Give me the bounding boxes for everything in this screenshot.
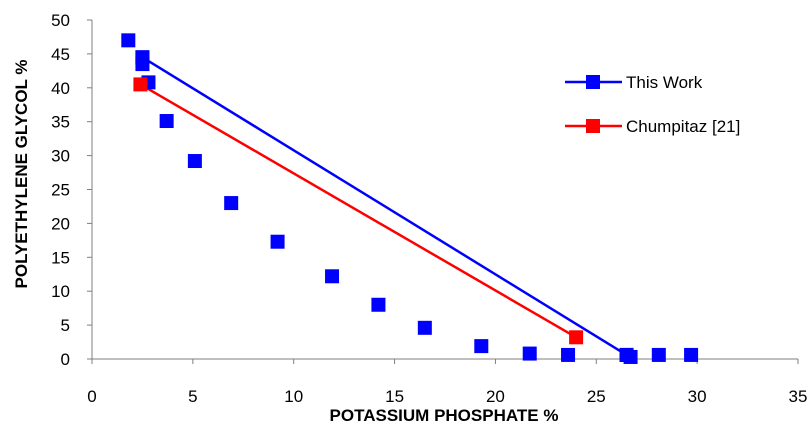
x-axis-title: POTASSIUM PHOSPHATE % bbox=[330, 406, 559, 425]
binodal-point bbox=[187, 154, 202, 169]
tie-lines bbox=[139, 56, 628, 356]
tie-line-chumpitaz bbox=[139, 83, 577, 339]
y-tick-label: 20 bbox=[51, 214, 70, 233]
legend-marker-this-work bbox=[586, 75, 600, 89]
binodal-point bbox=[121, 33, 136, 48]
endpoint-this-work bbox=[135, 50, 150, 65]
x-tick-label: 20 bbox=[486, 387, 505, 406]
axes bbox=[91, 20, 798, 360]
x-tick-label: 35 bbox=[789, 387, 808, 406]
x-tick-label: 5 bbox=[188, 387, 197, 406]
y-tick-label: 5 bbox=[61, 316, 70, 335]
binodal-point bbox=[270, 234, 285, 249]
legend-label-chumpitaz: Chumpitaz [21] bbox=[626, 117, 740, 136]
binodal-point bbox=[417, 320, 432, 335]
binodal-point bbox=[159, 114, 174, 129]
endpoint-this-work bbox=[619, 347, 634, 362]
endpoint-chumpitaz bbox=[133, 77, 148, 92]
x-tick-label: 0 bbox=[87, 387, 96, 406]
legend-marker-chumpitaz bbox=[586, 119, 600, 133]
y-tick-label: 25 bbox=[51, 181, 70, 200]
binodal-point bbox=[325, 269, 340, 284]
x-tick-label: 15 bbox=[385, 387, 404, 406]
y-tick-label: 40 bbox=[51, 79, 70, 98]
binodal-point bbox=[684, 347, 699, 362]
y-tick-label: 30 bbox=[51, 147, 70, 166]
binodal-point bbox=[474, 339, 489, 354]
y-tick-label: 15 bbox=[51, 248, 70, 267]
tie-line-this-work bbox=[141, 56, 628, 356]
binodal-point bbox=[224, 196, 239, 211]
legend: This Work Chumpitaz [21] bbox=[565, 73, 740, 136]
binodal-point bbox=[561, 347, 576, 362]
x-tick-label: 25 bbox=[587, 387, 606, 406]
x-tick-label: 30 bbox=[688, 387, 707, 406]
y-tick-label: 35 bbox=[51, 113, 70, 132]
binodal-point bbox=[371, 297, 386, 312]
binodal-point bbox=[651, 347, 666, 362]
endpoint-chumpitaz bbox=[569, 330, 584, 345]
tie-line-endpoints bbox=[133, 50, 634, 362]
x-tick-labels: 0 5 10 15 20 25 30 35 bbox=[87, 359, 807, 406]
legend-label-this-work: This Work bbox=[626, 73, 703, 92]
y-tick-labels: 0 5 10 15 20 25 30 35 40 45 50 bbox=[51, 11, 92, 369]
binodal-point bbox=[522, 346, 537, 361]
y-axis-title: POLYETHYLENE GLYCOL % bbox=[12, 60, 31, 289]
y-tick-label: 10 bbox=[51, 282, 70, 301]
y-tick-label: 45 bbox=[51, 45, 70, 64]
y-tick-label: 0 bbox=[61, 350, 70, 369]
y-tick-label: 50 bbox=[51, 11, 70, 30]
x-tick-label: 10 bbox=[284, 387, 303, 406]
